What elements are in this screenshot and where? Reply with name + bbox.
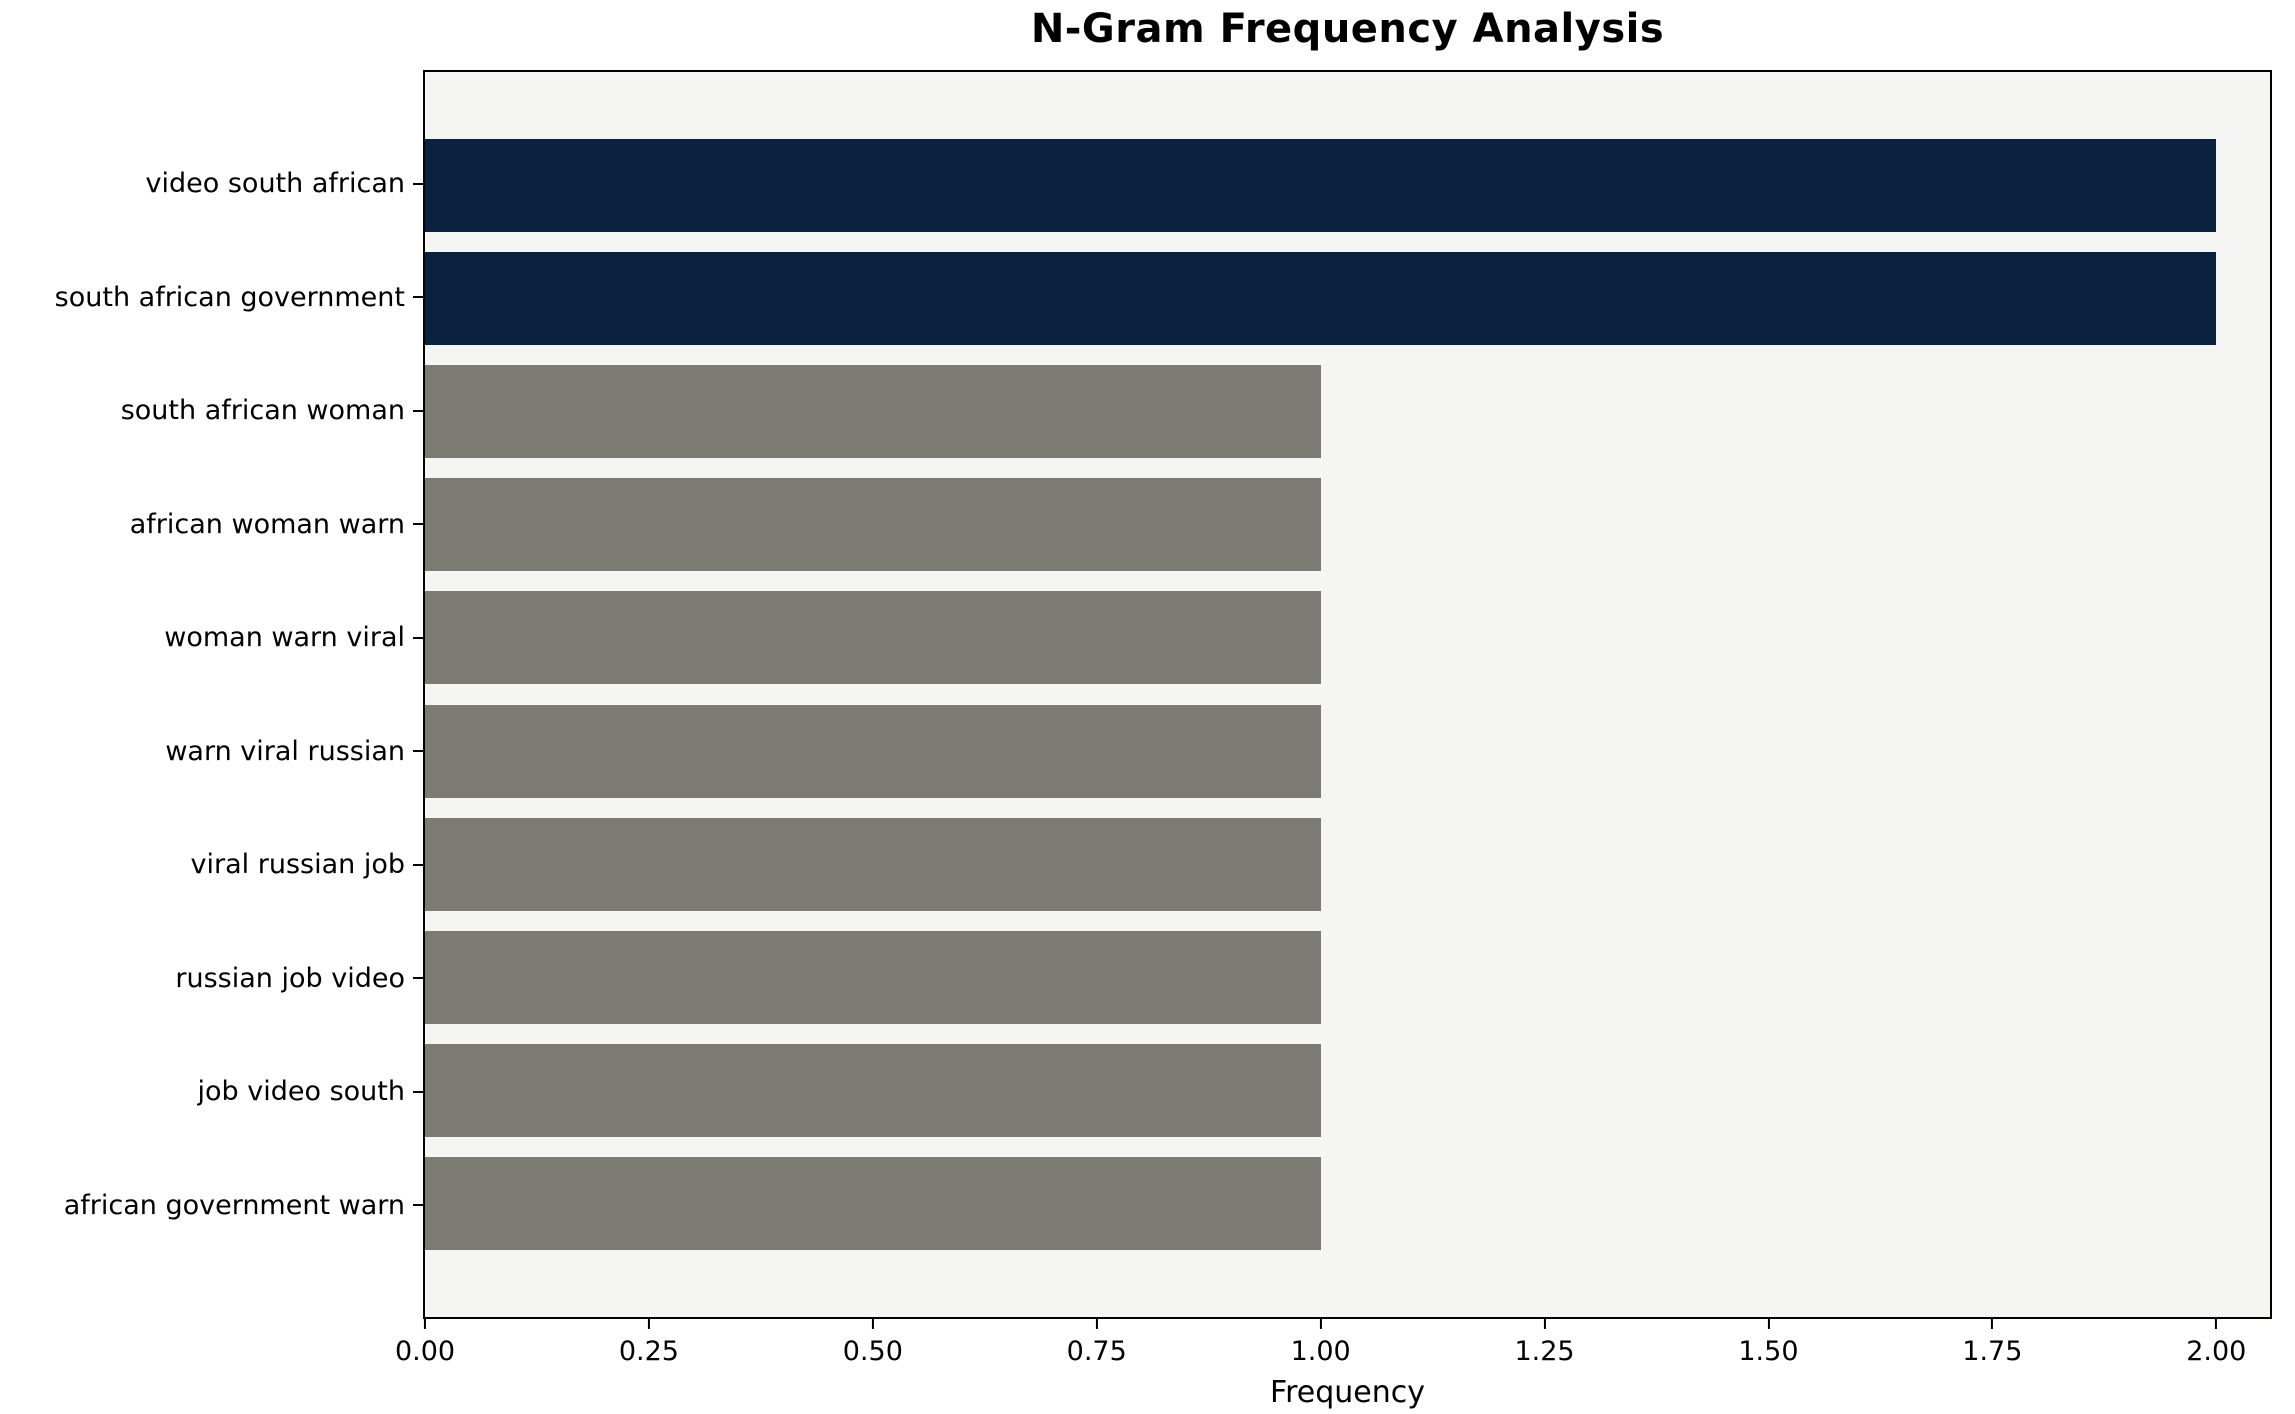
bar-row (425, 242, 2270, 355)
y-tick-mark (413, 863, 423, 866)
bar-warn-viral-russian (425, 704, 1321, 798)
x-tick: 1.50 (1738, 1319, 1799, 1367)
y-tick-label: viral russian job (190, 849, 405, 881)
plot-area (423, 70, 2272, 1319)
x-tick-mark (647, 1319, 650, 1329)
y-tick-row (413, 1149, 423, 1263)
y-label-row: russian job video (0, 922, 405, 1036)
x-tick-label: 0.75 (1066, 1336, 1127, 1367)
x-tick-label: 0.25 (618, 1336, 679, 1367)
y-tick-mark (413, 523, 423, 526)
x-tick-label: 0.50 (842, 1336, 903, 1367)
x-tick-label: 1.50 (1738, 1336, 1799, 1367)
bar-viral-russian-job (425, 817, 1321, 911)
y-axis-labels: video south african south african governm… (0, 70, 423, 1319)
bar-row (425, 1147, 2270, 1260)
y-label-row: african government warn (0, 1149, 405, 1263)
x-tick-mark (1991, 1319, 1994, 1329)
y-tick-mark (413, 182, 423, 185)
y-label-row: woman warn viral (0, 581, 405, 695)
bar-row (425, 808, 2270, 921)
bar-south-african-woman (425, 365, 1321, 459)
x-tick: 0.25 (619, 1319, 679, 1367)
y-label-row: video south african (0, 127, 405, 241)
x-tick-mark (1543, 1319, 1546, 1329)
x-tick-label: 0.00 (394, 1336, 456, 1367)
x-tick: 2.00 (2186, 1319, 2246, 1367)
y-tick-row (413, 1035, 423, 1149)
chart-title: N-Gram Frequency Analysis (1030, 6, 1665, 52)
y-tick-mark (413, 1090, 423, 1093)
y-label-row: viral russian job (0, 808, 405, 922)
y-axis-ticks (413, 70, 423, 1319)
y-tick-mark (413, 636, 423, 639)
x-tick-mark (1319, 1319, 1322, 1329)
x-tick-label: 1.75 (1962, 1336, 2023, 1367)
bar-south-african-government (425, 252, 2217, 346)
x-tick-mark (2215, 1319, 2218, 1329)
y-tick-label: african woman warn (129, 508, 405, 540)
y-tick-row (413, 581, 423, 695)
y-tick-label: woman warn viral (164, 622, 405, 654)
y-tick-label: south african woman (120, 395, 405, 427)
x-tick-mark (871, 1319, 874, 1329)
bar-african-government-warn (425, 1156, 1321, 1250)
x-tick-label: 2.00 (2186, 1336, 2247, 1367)
x-tick-label: 1.25 (1514, 1336, 1575, 1367)
bar-row (425, 581, 2270, 694)
bar-row (425, 921, 2270, 1034)
x-tick: 1.25 (1514, 1319, 1575, 1367)
y-tick-row (413, 354, 423, 468)
y-label-row: warn viral russian (0, 695, 405, 809)
bar-row (425, 694, 2270, 807)
x-axis-label: Frequency (1270, 1375, 1425, 1410)
y-tick-mark (413, 1204, 423, 1207)
x-tick: 0.75 (1067, 1319, 1127, 1367)
y-tick-mark (413, 296, 423, 299)
y-tick-row (413, 127, 423, 241)
bar-row (425, 468, 2270, 581)
x-tick-mark (424, 1319, 426, 1329)
y-label-row: african woman warn (0, 468, 405, 582)
x-axis: 0.00 0.25 0.50 0.75 1.00 1.25 1.50 1.75 2.00 (395, 1319, 2270, 1389)
y-label-row: south african government (0, 241, 405, 355)
y-tick-row (413, 922, 423, 1036)
y-tick-mark (413, 977, 423, 980)
x-tick-mark (1095, 1319, 1098, 1329)
x-tick-mark (1767, 1319, 1770, 1329)
y-tick-row (413, 468, 423, 582)
y-tick-label: african government warn (63, 1189, 405, 1221)
bar-job-video-south (425, 1043, 1321, 1137)
y-tick-row (413, 808, 423, 922)
y-tick-mark (413, 409, 423, 412)
y-label-row: job video south (0, 1035, 405, 1149)
bar-woman-warn-viral (425, 591, 1321, 685)
y-tick-row (413, 241, 423, 355)
y-tick-label: russian job video (175, 962, 405, 994)
bar-row (425, 355, 2270, 468)
y-tick-label: south african government (54, 281, 405, 313)
y-tick-row (413, 695, 423, 809)
y-label-row: south african woman (0, 354, 405, 468)
bar-russian-job-video (425, 930, 1321, 1024)
y-tick-mark (413, 750, 423, 753)
x-tick-label: 1.00 (1290, 1336, 1351, 1367)
bar-row (425, 1034, 2270, 1147)
x-tick: 0.00 (395, 1319, 455, 1367)
x-tick: 0.50 (843, 1319, 903, 1367)
bar-african-woman-warn (425, 478, 1321, 572)
x-tick: 1.00 (1291, 1319, 1351, 1367)
bar-video-south-african (425, 139, 2217, 233)
y-tick-label: video south african (145, 168, 405, 200)
bar-row (425, 129, 2270, 242)
y-tick-label: job video south (197, 1076, 405, 1108)
x-tick: 1.75 (1962, 1319, 2022, 1367)
y-tick-label: warn viral russian (165, 735, 405, 767)
